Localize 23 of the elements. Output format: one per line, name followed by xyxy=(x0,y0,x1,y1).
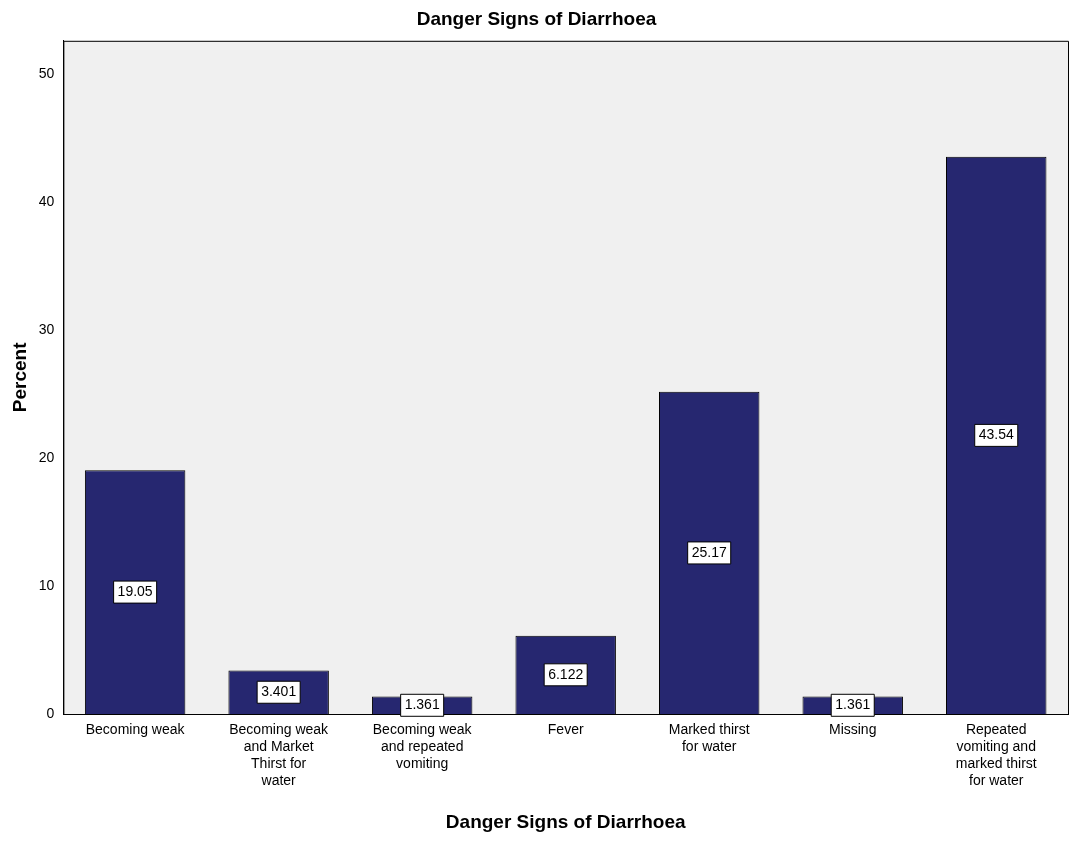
chart-title: Danger Signs of Diarrhoea xyxy=(416,7,657,29)
data-label: 3.401 xyxy=(261,683,297,700)
x-tick-label: Missing xyxy=(828,721,877,738)
data-label: 1.361 xyxy=(835,696,871,713)
data-label: 1.361 xyxy=(404,696,440,713)
data-label: 43.54 xyxy=(978,426,1014,443)
x-tick-label: Repeated vomiting and marked thirst for water xyxy=(955,721,1037,788)
y-tick-label: 50 xyxy=(38,64,55,81)
data-label: 6.122 xyxy=(548,665,584,682)
y-tick-label: 10 xyxy=(38,576,55,593)
x-tick-label: Becoming weak and Market Thirst for water xyxy=(229,721,330,788)
x-tick-label: Marked thirst for water xyxy=(668,721,750,755)
x-tick-label: Becoming weak xyxy=(85,721,186,738)
y-tick-label: 20 xyxy=(38,448,55,465)
x-axis-title: Danger Signs of Diarrhoea xyxy=(445,810,686,832)
x-tick-label: Fever xyxy=(547,721,584,738)
x-tick-label: Becoming weak and repeated vomiting xyxy=(372,721,473,771)
y-tick-label: 0 xyxy=(46,704,55,721)
y-axis-title: Percent xyxy=(8,341,30,413)
data-label: 25.17 xyxy=(691,543,727,560)
y-tick-label: 30 xyxy=(38,320,55,337)
y-tick-label: 40 xyxy=(38,192,55,209)
data-label: 19.05 xyxy=(117,582,153,599)
